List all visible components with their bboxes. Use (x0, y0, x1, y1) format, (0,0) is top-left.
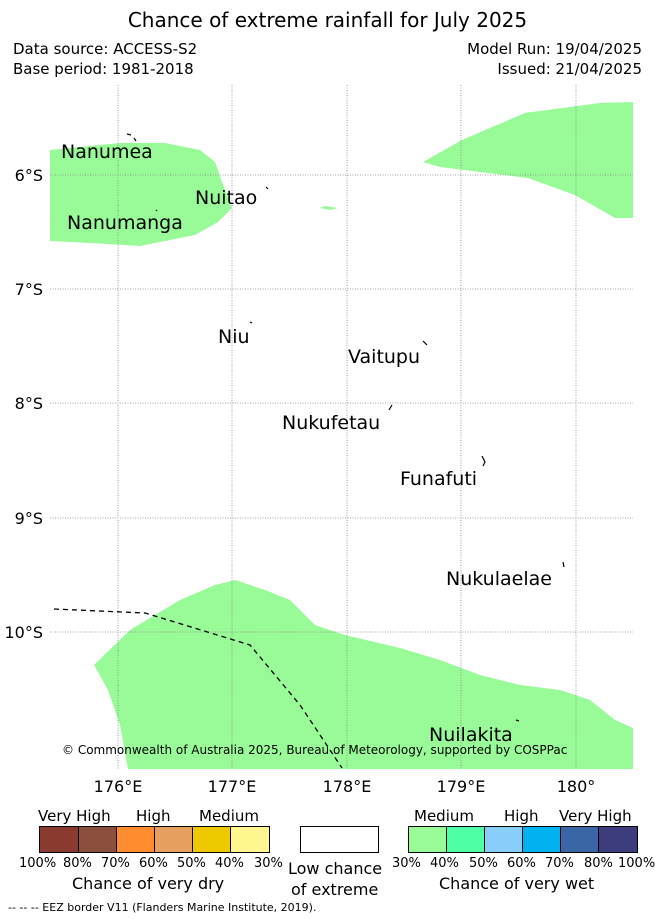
dry-swatch-1 (40, 827, 79, 852)
dry-caption: Chance of very dry (72, 874, 225, 893)
island-labels: Nanumea Nuitao Nanumanga Niu Vaitupu Nuk… (61, 141, 552, 746)
wet-swatch-5 (561, 827, 599, 852)
eez-footnote: -- -- -- EEZ border V11 (Flanders Marine… (8, 901, 317, 914)
label-vaitupu: Vaitupu (348, 346, 420, 368)
rainfall-map: Nanumea Nuitao Nanumanga Niu Vaitupu Nuk… (4, 85, 633, 796)
longitude-labels: 176°E 177°E 178°E 179°E 180° (94, 777, 596, 796)
wet-header-high: High (504, 807, 539, 825)
island-nukulaelae-mark (562, 561, 565, 568)
dry-pct-60: 60% (139, 856, 168, 871)
data-source-text: Data source: ACCESS-S2 (13, 40, 198, 58)
label-nukufetau: Nukufetau (282, 412, 380, 434)
dry-pct-70: 70% (101, 856, 130, 871)
island-niu-mark (249, 321, 253, 324)
island-vaitupu-mark (422, 340, 428, 346)
eez-border-line (53, 608, 343, 769)
dry-pct-50: 50% (177, 856, 206, 871)
lon-label-177: 177°E (208, 777, 257, 796)
lon-label-176: 176°E (94, 777, 143, 796)
dry-header-high: High (136, 807, 171, 825)
lat-label-7: 7°S (15, 280, 43, 299)
wet-pct-60: 60% (507, 856, 536, 871)
dry-pct-80: 80% (63, 856, 92, 871)
lat-label-6: 6°S (15, 166, 43, 185)
grid-lines (50, 85, 633, 769)
dry-pct-40: 40% (215, 856, 244, 871)
lat-label-9: 9°S (15, 509, 43, 528)
latitude-labels: 6°S 7°S 8°S 9°S 10°S (4, 166, 43, 642)
shaded-areas (50, 102, 633, 769)
wet-pct-50: 50% (469, 856, 498, 871)
wet-pct-80: 80% (584, 856, 613, 871)
wet-pct-30: 30% (392, 856, 421, 871)
lat-label-8: 8°S (15, 394, 43, 413)
island-funafuti-mark (481, 455, 486, 467)
island-nanumanga-mark (155, 209, 158, 212)
dry-swatch-6 (231, 827, 269, 852)
wet-swatch-3 (485, 827, 523, 852)
dry-swatch-5 (193, 827, 231, 852)
wet-caption: Chance of very wet (439, 874, 595, 893)
wet-swatch-6 (599, 827, 637, 852)
label-nanumanga: Nanumanga (67, 212, 183, 234)
dry-colorbar (39, 826, 270, 853)
shaded-region-north-east (423, 102, 633, 218)
low-chance-swatch (300, 826, 379, 853)
wet-header-very-high: Very High (559, 807, 632, 825)
dry-header-very-high: Very High (38, 807, 111, 825)
copyright-text: © Commonwealth of Australia 2025, Bureau… (62, 743, 567, 757)
dry-swatch-3 (117, 827, 155, 852)
map-title: Chance of extreme rainfall for July 2025 (127, 8, 528, 32)
model-run-text: Model Run: 19/04/2025 (467, 40, 642, 58)
wet-swatch-2 (447, 827, 485, 852)
island-nuitao-mark (265, 186, 269, 190)
dry-header-medium: Medium (199, 807, 259, 825)
lat-label-10: 10°S (4, 623, 43, 642)
label-nanumea: Nanumea (61, 141, 153, 163)
shaded-region-islet (320, 206, 338, 210)
lon-label-178: 178°E (323, 777, 372, 796)
lon-label-180: 180° (557, 777, 596, 796)
island-nanumea-mark (126, 133, 137, 142)
wet-colorbar (408, 826, 638, 853)
lon-label-179: 179°E (437, 777, 486, 796)
base-period-text: Base period: 1981-2018 (13, 60, 194, 78)
dry-swatch-2 (79, 827, 117, 852)
island-nuilakita-mark (515, 719, 520, 722)
low-chance-caption-2: of extreme (291, 880, 379, 899)
island-marks (126, 133, 565, 722)
wet-pct-70: 70% (545, 856, 574, 871)
wet-header-medium: Medium (414, 807, 474, 825)
shaded-region-north-west (50, 143, 232, 246)
issued-text: Issued: 21/04/2025 (497, 60, 642, 78)
dry-pct-30: 30% (254, 856, 283, 871)
shaded-region-south (94, 580, 633, 769)
dry-swatch-4 (155, 827, 193, 852)
wet-swatch-1 (409, 827, 447, 852)
label-nuitao: Nuitao (195, 187, 257, 209)
label-funafuti: Funafuti (400, 468, 477, 490)
dry-pct-100: 100% (19, 856, 57, 871)
label-niu: Niu (218, 326, 250, 348)
wet-pct-40: 40% (430, 856, 459, 871)
low-chance-caption-1: Low chance (288, 859, 383, 878)
label-nuilakita: Nuilakita (429, 724, 513, 746)
label-nukulaelae: Nukulaelae (446, 568, 552, 590)
island-nukufetau-mark (388, 404, 393, 411)
wet-swatch-4 (523, 827, 561, 852)
wet-pct-100: 100% (618, 856, 655, 871)
